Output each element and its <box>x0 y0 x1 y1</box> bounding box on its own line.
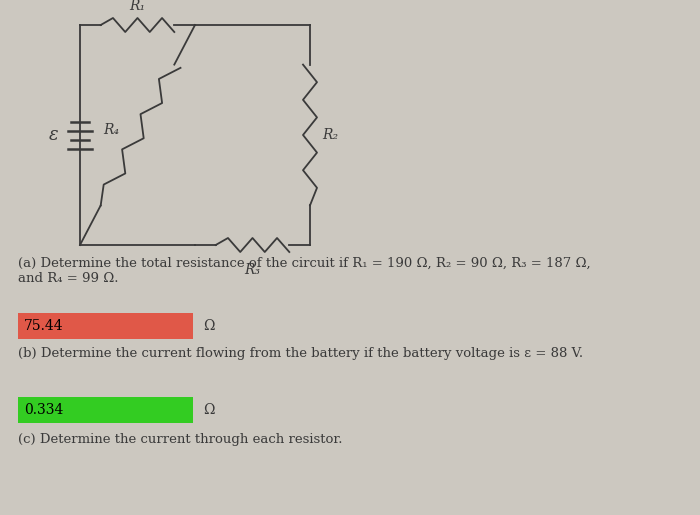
Text: Ω: Ω <box>203 403 214 417</box>
Text: R₄: R₄ <box>104 123 120 137</box>
Text: ε: ε <box>48 126 58 144</box>
Text: (c) Determine the current through each resistor.: (c) Determine the current through each r… <box>18 433 342 446</box>
Text: Ω: Ω <box>203 319 214 333</box>
Text: (a) Determine the total resistance of the circuit if R₁ = 190 Ω, R₂ = 90 Ω, R₃ =: (a) Determine the total resistance of th… <box>18 257 591 285</box>
Text: R₃: R₃ <box>244 263 260 277</box>
Bar <box>18 313 193 339</box>
Text: R₂: R₂ <box>322 128 338 142</box>
Text: R₁: R₁ <box>130 0 146 13</box>
Text: 75.44: 75.44 <box>24 319 64 333</box>
Text: 0.334: 0.334 <box>24 403 64 417</box>
Bar <box>18 397 193 423</box>
Text: (b) Determine the current flowing from the battery if the battery voltage is ε =: (b) Determine the current flowing from t… <box>18 347 583 360</box>
